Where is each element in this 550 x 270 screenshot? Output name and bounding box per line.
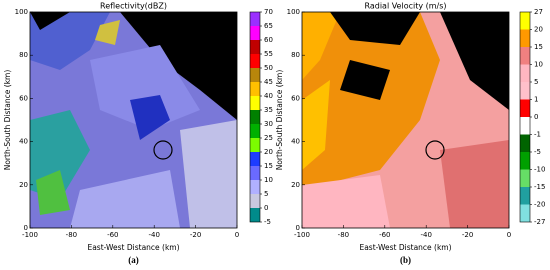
- x-tick-label: -40: [420, 231, 431, 239]
- colorbar-bin: [250, 12, 260, 26]
- y-tick-label: 80: [19, 51, 28, 59]
- colorbar-tick-label: -27: [534, 218, 545, 226]
- y-tick-label: 40: [19, 138, 28, 146]
- highlight-circle: [153, 140, 173, 160]
- colorbar-bin: [520, 152, 530, 170]
- chart-title: Reflectivity(dBZ): [100, 2, 167, 11]
- colorbar-bin: [520, 134, 530, 152]
- colorbar-bin: [520, 82, 530, 100]
- colorbar-bin: [250, 194, 260, 208]
- colorbar-tick-label: -15: [534, 183, 545, 191]
- colorbar-tick-label: 65: [264, 22, 273, 30]
- colorbar-tick-label: 40: [264, 92, 273, 100]
- x-tick-label: -80: [338, 231, 349, 239]
- colorbar-bin: [250, 138, 260, 152]
- colorbar-tick-label: 20: [264, 148, 273, 156]
- x-tick-label: 0: [507, 231, 511, 239]
- colorbar-frame: [249, 11, 261, 223]
- colorbar-tick-label: 70: [264, 8, 273, 16]
- colorbar-bin: [250, 82, 260, 96]
- y-axis-label: North-South Distance (km): [275, 70, 284, 171]
- y-tick-label: 20: [291, 181, 300, 189]
- highlight-circle: [425, 140, 445, 160]
- colorbar-bin: [520, 99, 530, 117]
- colorbar-tick-label: 30: [264, 120, 273, 128]
- panel-label: (a): [128, 255, 139, 265]
- colorbar-bin: [250, 96, 260, 110]
- colorbar-bin: [250, 68, 260, 82]
- colorbar-tick-label: -5: [534, 148, 541, 156]
- reflectivity-field: [30, 12, 237, 228]
- colorbar-bin: [520, 64, 530, 82]
- colorbar-bin: [520, 29, 530, 47]
- colorbar-bin: [520, 204, 530, 222]
- colorbar-tick-label: 5: [264, 190, 268, 198]
- y-tick-label: 100: [15, 8, 28, 16]
- colorbar-tick-label: 10: [534, 61, 543, 69]
- y-tick-label: 80: [291, 51, 300, 59]
- colorbar-tick-label: 27: [534, 8, 543, 16]
- x-tick-label: 0: [235, 231, 239, 239]
- colorbar-tick-label: 5: [534, 78, 538, 86]
- colorbar-tick-label: 1: [534, 96, 538, 104]
- x-axis-label: East-West Distance (km): [87, 243, 179, 252]
- colorbar-bin: [250, 54, 260, 68]
- colorbar-bin: [520, 187, 530, 205]
- y-tick-label: 0: [24, 224, 28, 232]
- velocity-field: [302, 12, 509, 228]
- y-tick-label: 20: [19, 181, 28, 189]
- colorbar-tick-label: 20: [534, 26, 543, 34]
- colorbar-tick-label: 0: [534, 113, 538, 121]
- colorbar-tick-label: -1: [534, 131, 541, 139]
- x-tick-label: -60: [379, 231, 390, 239]
- y-axis-label: North-South Distance (km): [3, 70, 12, 171]
- colorbar-tick-label: 10: [264, 176, 273, 184]
- plot-frame: [29, 11, 238, 229]
- colorbar-tick-label: 55: [264, 50, 273, 58]
- x-tick-label: -100: [22, 231, 38, 239]
- colorbar-bin: [250, 26, 260, 40]
- x-tick-label: -20: [462, 231, 473, 239]
- colorbar-tick-label: 15: [534, 43, 543, 51]
- colorbar-tick-label: 50: [264, 64, 273, 72]
- colorbar-tick-label: 60: [264, 36, 273, 44]
- colorbar-tick-label: 0: [264, 204, 268, 212]
- y-tick-label: 60: [19, 94, 28, 102]
- colorbar-tick-label: 45: [264, 78, 273, 86]
- colorbar-bin: [250, 40, 260, 54]
- colorbar-bin: [250, 180, 260, 194]
- y-tick-label: 0: [296, 224, 300, 232]
- colorbar-tick-label: -20: [534, 201, 545, 209]
- x-tick-label: -60: [107, 231, 118, 239]
- colorbar-tick-label: 35: [264, 106, 273, 114]
- x-tick-label: -20: [190, 231, 201, 239]
- chart-title: Radial Velocity (m/s): [364, 2, 446, 11]
- colorbar-bin: [250, 110, 260, 124]
- colorbar-tick-label: -5: [264, 218, 271, 226]
- panel-label: (b): [400, 255, 411, 265]
- x-axis-label: East-West Distance (km): [359, 243, 451, 252]
- colorbar-bin: [520, 47, 530, 65]
- colorbar-bin: [520, 169, 530, 187]
- colorbar-tick-label: 15: [264, 162, 273, 170]
- colorbar-bin: [250, 166, 260, 180]
- colorbar-bin: [250, 152, 260, 166]
- colorbar-bin: [520, 117, 530, 135]
- colorbar-tick-label: -10: [534, 166, 545, 174]
- y-tick-label: 60: [291, 94, 300, 102]
- x-tick-label: -100: [294, 231, 310, 239]
- colorbar-bin: [250, 208, 260, 222]
- colorbar-bin: [520, 12, 530, 30]
- x-tick-label: -40: [148, 231, 159, 239]
- colorbar-tick-label: 25: [264, 134, 273, 142]
- plot-frame: [301, 11, 510, 229]
- colorbar-bin: [250, 124, 260, 138]
- y-tick-label: 40: [291, 138, 300, 146]
- x-tick-label: -80: [66, 231, 77, 239]
- y-tick-label: 100: [287, 8, 300, 16]
